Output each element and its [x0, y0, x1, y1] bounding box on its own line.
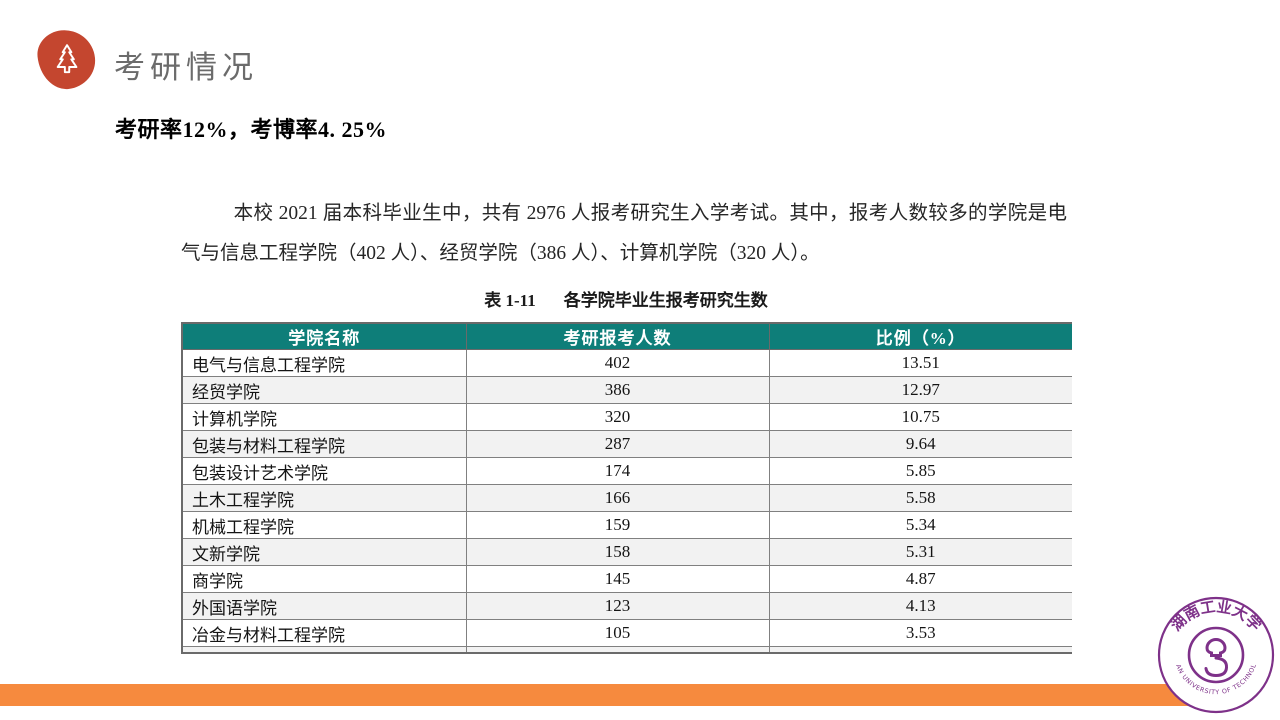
- cell-college: 机械工程学院: [181, 511, 467, 539]
- table-caption-title: 各学院毕业生报考研究生数: [563, 291, 768, 310]
- cell-empty: [768, 646, 1072, 653]
- university-seal-logo: 湖南工业大学 HUNAN UNIVERSITY OF TECHNOLOGY: [1156, 595, 1275, 714]
- cell-ratio: 13.51: [768, 349, 1072, 377]
- cell-ratio: 4.87: [768, 565, 1072, 593]
- page-title: 考研情况: [114, 50, 258, 85]
- cell-ratio: 9.64: [768, 430, 1072, 458]
- cell-college: 土木工程学院: [181, 484, 467, 512]
- table-row: 商学院 145 4.87: [181, 565, 1072, 593]
- cell-ratio: 10.75: [768, 403, 1072, 431]
- table-caption-label: 表 1-11: [484, 291, 536, 310]
- cell-applicants: 287: [465, 430, 770, 458]
- table-caption: 表 1-11 各学院毕业生报考研究生数: [181, 286, 1071, 311]
- cell-applicants: 320: [465, 403, 770, 431]
- col-header-applicants: 考研报考人数: [465, 322, 770, 350]
- col-header-ratio: 比例（%）: [768, 322, 1072, 350]
- cell-applicants: 166: [465, 484, 770, 512]
- cell-empty: [181, 646, 467, 653]
- table-row: 冶金与材料工程学院 105 3.53: [181, 619, 1072, 647]
- cell-applicants: 174: [465, 457, 770, 485]
- cell-empty: [465, 646, 770, 653]
- cell-ratio: 5.58: [768, 484, 1072, 512]
- col-header-college: 学院名称: [181, 322, 467, 350]
- cell-applicants: 158: [465, 538, 770, 566]
- pine-tree-icon: [56, 43, 77, 73]
- table-row: 经贸学院 386 12.97: [181, 376, 1072, 404]
- body-paragraph: 本校 2021 届本科毕业生中，共有 2976 人报考研究生入学考试。其中，报考…: [181, 203, 1067, 264]
- cell-applicants: 145: [465, 565, 770, 593]
- cell-ratio: 12.97: [768, 376, 1072, 404]
- subtitle-rates: 考研率12%，考博率4. 25%: [115, 117, 388, 142]
- cell-ratio: 3.53: [768, 619, 1072, 647]
- cell-applicants: 123: [465, 592, 770, 620]
- cell-ratio: 5.34: [768, 511, 1072, 539]
- footer-accent-bar: [0, 684, 1190, 706]
- table-row-partial: [181, 646, 1072, 653]
- table-row: 外国语学院 123 4.13: [181, 592, 1072, 620]
- cell-college: 文新学院: [181, 538, 467, 566]
- table-row: 包装设计艺术学院 174 5.85: [181, 457, 1072, 485]
- cell-applicants: 386: [465, 376, 770, 404]
- seal-inner-ring: [1187, 626, 1245, 684]
- cell-college: 包装设计艺术学院: [181, 457, 467, 485]
- seal-emblem: [1204, 638, 1229, 678]
- table-row: 计算机学院 320 10.75: [181, 403, 1072, 431]
- cell-applicants: 105: [465, 619, 770, 647]
- cell-ratio: 5.85: [768, 457, 1072, 485]
- cell-college: 电气与信息工程学院: [181, 349, 467, 377]
- report-table-wrap: 学院名称 考研报考人数 比例（%） 电气与信息工程学院 402 13.51 经贸学院 3…: [181, 322, 1072, 656]
- cell-ratio: 4.13: [768, 592, 1072, 620]
- cell-college: 包装与材料工程学院: [181, 430, 467, 458]
- table-header-row: 学院名称 考研报考人数 比例（%）: [181, 322, 1072, 350]
- cell-college: 冶金与材料工程学院: [181, 619, 467, 647]
- cell-applicants: 402: [465, 349, 770, 377]
- slide-bullet-blob: [35, 27, 98, 92]
- table-row: 包装与材料工程学院 287 9.64: [181, 430, 1072, 458]
- cell-college: 外国语学院: [181, 592, 467, 620]
- cell-applicants: 159: [465, 511, 770, 539]
- report-table: 学院名称 考研报考人数 比例（%） 电气与信息工程学院 402 13.51 经贸学院 3…: [181, 322, 1072, 654]
- table-row: 土木工程学院 166 5.58: [181, 484, 1072, 512]
- cell-college: 计算机学院: [181, 403, 467, 431]
- cell-college: 经贸学院: [181, 376, 467, 404]
- table-row: 文新学院 158 5.31: [181, 538, 1072, 566]
- table-row: 电气与信息工程学院 402 13.51: [181, 349, 1072, 377]
- cell-ratio: 5.31: [768, 538, 1072, 566]
- table-row: 机械工程学院 159 5.34: [181, 511, 1072, 539]
- cell-college: 商学院: [181, 565, 467, 593]
